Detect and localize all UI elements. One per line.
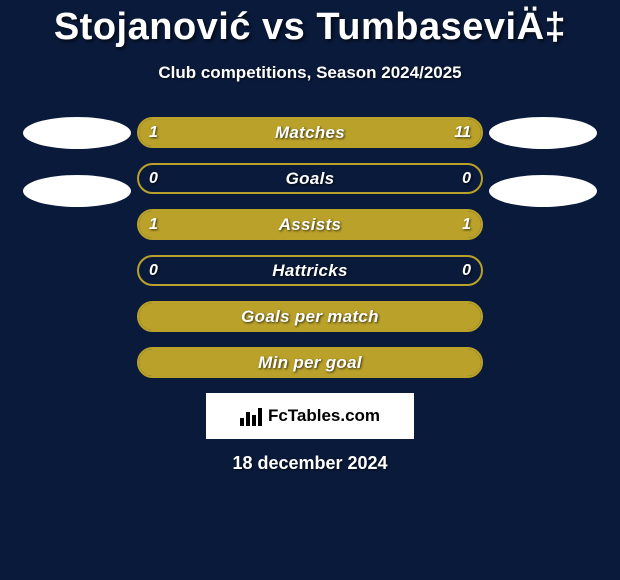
stat-bar: 111Matches — [137, 117, 483, 148]
chart-icon — [240, 406, 262, 426]
stat-label: Assists — [139, 211, 481, 238]
stat-bar: Min per goal — [137, 347, 483, 378]
stat-label: Hattricks — [139, 257, 481, 284]
stat-label: Goals — [139, 165, 481, 192]
date-label: 18 december 2024 — [232, 453, 387, 474]
stat-bars: 111Matches 00Goals 11Assists 00Hattricks Goa… — [137, 117, 483, 378]
stat-label: Goals per match — [139, 303, 481, 330]
brand-badge: FcTables.com — [206, 393, 414, 439]
stat-bar: 00Hattricks — [137, 255, 483, 286]
player2-avatar — [489, 117, 597, 149]
player1-avatar — [23, 117, 131, 149]
player1-name: Stojanović — [54, 6, 251, 48]
player2-avatar — [489, 175, 597, 207]
player2-name: TumbaseviÄ‡ — [316, 6, 566, 48]
brand-suffix: Tables.com — [288, 406, 380, 425]
vs-separator: vs — [262, 6, 305, 48]
brand-text: FcTables.com — [268, 406, 380, 426]
page-title: Stojanović vs TumbaseviÄ‡ — [54, 6, 566, 49]
stat-label: Matches — [139, 119, 481, 146]
stat-bar: Goals per match — [137, 301, 483, 332]
player1-avatar — [23, 175, 131, 207]
comparison-row: 111Matches 00Goals 11Assists 00Hattricks Goa… — [0, 117, 620, 378]
comparison-card: Stojanović vs TumbaseviÄ‡ Club competiti… — [0, 0, 620, 580]
player1-avatar-col — [17, 117, 137, 207]
brand-prefix: Fc — [268, 406, 288, 425]
stat-bar: 11Assists — [137, 209, 483, 240]
subtitle: Club competitions, Season 2024/2025 — [158, 63, 461, 83]
stat-label: Min per goal — [139, 349, 481, 376]
stat-bar: 00Goals — [137, 163, 483, 194]
player2-avatar-col — [483, 117, 603, 207]
